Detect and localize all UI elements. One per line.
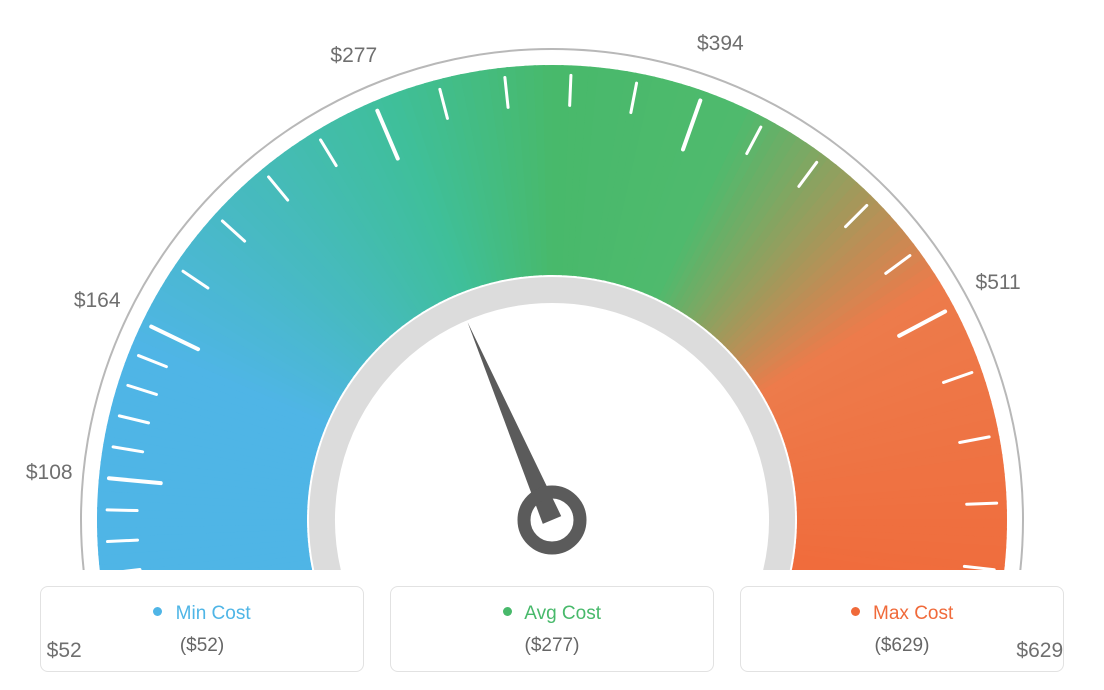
gauge-tick-label: $277 [330,44,377,68]
legend-min: Min Cost ($52) [40,586,364,672]
gauge-tick-label: $511 [976,271,1021,295]
gauge-tick-label: $394 [697,32,744,56]
legend-value-min: ($52) [41,635,363,657]
gauge-tick-label: $108 [26,461,73,485]
legend-dot-min [153,607,162,616]
legend-value-avg: ($277) [391,635,713,657]
gauge-chart: $52$108$164$277$394$511$629 [0,0,1104,570]
legend-label-avg: Avg Cost [524,603,601,624]
legend-label-max: Max Cost [873,603,953,624]
legend-row: Min Cost ($52) Avg Cost ($277) Max Cost … [40,586,1064,672]
legend-max: Max Cost ($629) [740,586,1064,672]
legend-dot-avg [503,607,512,616]
legend-value-max: ($629) [741,635,1063,657]
legend-label-min: Min Cost [176,603,251,624]
legend-avg: Avg Cost ($277) [390,586,714,672]
legend-dot-max [851,607,860,616]
gauge-tick-label: $164 [74,289,121,313]
